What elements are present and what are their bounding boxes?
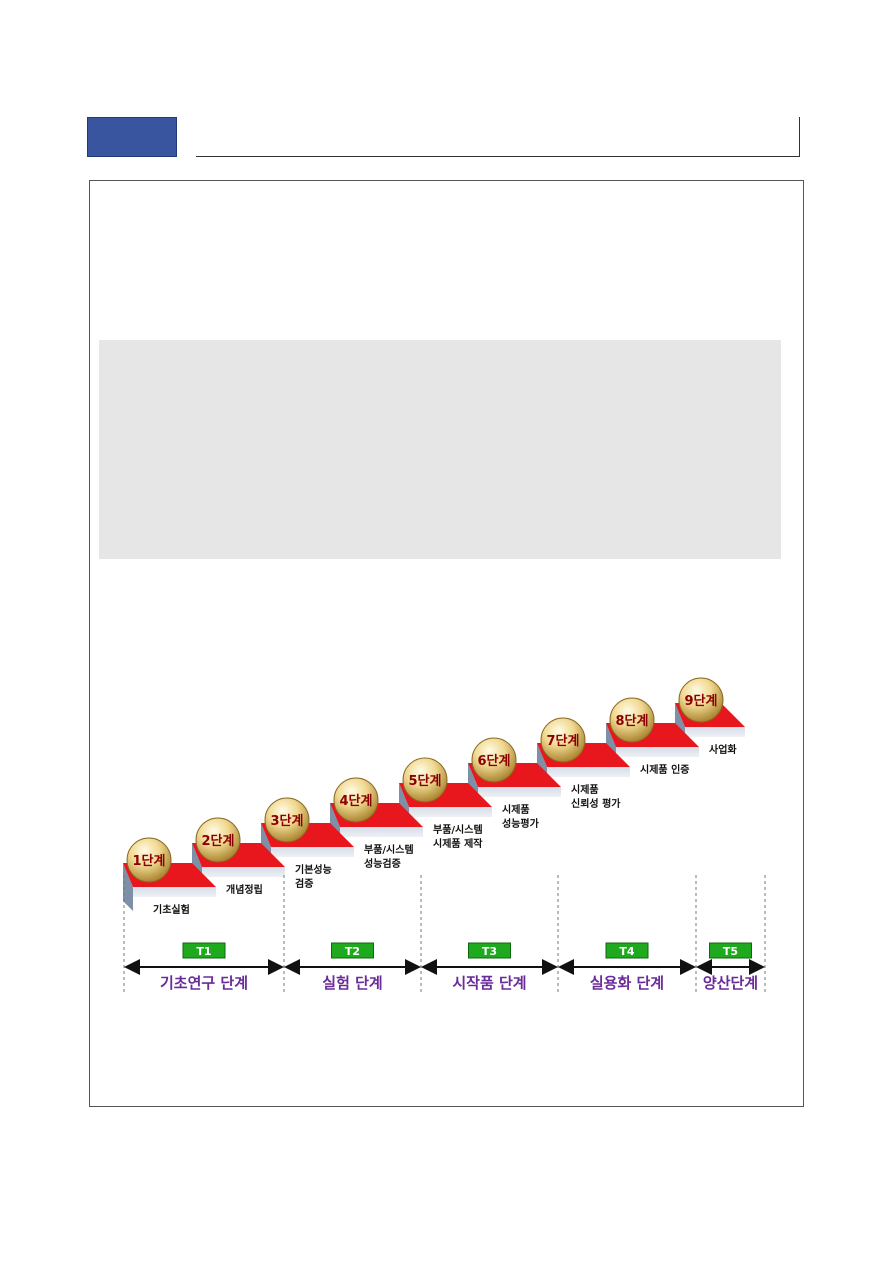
step-front [340, 827, 423, 837]
phase-tag: T3 [482, 945, 497, 958]
stage-label: 8단계 [616, 713, 649, 729]
stage-label: 1단계 [133, 853, 166, 869]
stage-ball [540, 717, 586, 763]
phase-tag-badge [468, 942, 511, 959]
step-front [547, 767, 630, 777]
summary-panel [99, 340, 781, 559]
step-description: 부품/시스템 [364, 844, 414, 856]
phase-tag: T5 [723, 945, 738, 958]
stage-ball [609, 697, 655, 743]
stage-ball [126, 837, 172, 883]
phase-tag: T1 [196, 945, 211, 958]
phase-name: 기초연구 단계 [160, 974, 248, 992]
stage-ball [195, 817, 241, 863]
phase-name: 양산단계 [703, 974, 758, 992]
stage-label: 5단계 [409, 773, 442, 789]
step-description: 사업화 [709, 743, 737, 756]
stage-label: 2단계 [202, 833, 235, 849]
step-front [685, 727, 745, 737]
step-description: 시제품 인증 [640, 763, 689, 776]
step-side [123, 863, 133, 911]
stage-label: 9단계 [685, 693, 718, 709]
phase-t4: T4 실용화 단계 [558, 942, 696, 992]
step-front [133, 887, 216, 897]
step-description: 개념정립 [226, 883, 263, 896]
step-front [478, 787, 561, 797]
section-title-divider [799, 117, 800, 157]
step-description: 기본성능 [295, 863, 332, 876]
phase-tag: T4 [619, 945, 635, 958]
step-description: 검증 [295, 878, 313, 890]
phase-name: 실용화 단계 [590, 974, 664, 992]
step-description: 성능검증 [364, 857, 401, 870]
phase-tag: T2 [345, 945, 360, 958]
phase-t5: T5 양산단계 [696, 942, 765, 992]
stage-label: 4단계 [340, 793, 373, 809]
phase-name: 실험 단계 [322, 974, 382, 992]
step-description: 부품/시스템 [433, 824, 483, 836]
step-front [202, 867, 285, 877]
phase-tag-badge [182, 942, 226, 959]
phase-name: 시작품 단계 [452, 974, 526, 992]
step-front [271, 847, 354, 857]
step-description: 시제품 제작 [433, 837, 483, 850]
step-front [409, 807, 492, 817]
phase-tag-badge [331, 942, 374, 959]
section-number-badge [87, 117, 177, 157]
step-description: 기초실험 [153, 903, 190, 916]
stage-ball [402, 757, 448, 803]
phase-t3: T3 시작품 단계 [421, 942, 558, 992]
stage-ball [264, 797, 310, 843]
step-description: 시제품 [502, 803, 530, 816]
phase-t2: T2 실험 단계 [284, 942, 421, 992]
content-frame [89, 180, 804, 1107]
stage-label: 3단계 [271, 813, 304, 829]
step-front [616, 747, 699, 757]
step-description: 신뢰성 평가 [571, 797, 621, 810]
stage-ball [333, 777, 379, 823]
section-title-underline [196, 156, 800, 157]
phase-tag-badge [709, 942, 752, 959]
phase-tag-badge [605, 942, 649, 959]
phase-t1: T1 기초연구 단계 [124, 942, 284, 992]
step-description: 성능평가 [502, 817, 540, 830]
step-description: 시제품 [571, 783, 599, 796]
stage-label: 7단계 [547, 733, 580, 749]
stage-label: 6단계 [478, 753, 511, 769]
stage-ball [471, 737, 517, 783]
stage-ball [678, 677, 724, 723]
